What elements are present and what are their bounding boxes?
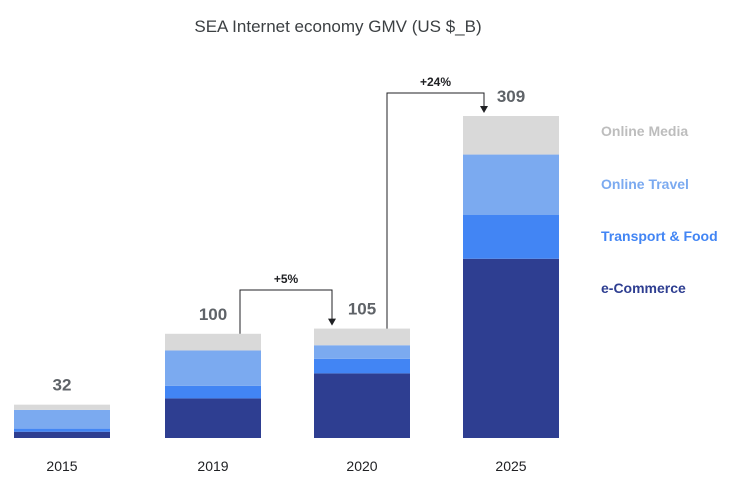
bar-2019-transport-food bbox=[165, 385, 261, 399]
legend-item-online-travel: Online Travel bbox=[601, 176, 689, 192]
bar-2025-online-media bbox=[463, 116, 559, 155]
bar-2020-online-travel bbox=[314, 345, 410, 359]
growth-label-2020-2025: +24% bbox=[420, 75, 451, 89]
x-tick-2025: 2025 bbox=[495, 458, 526, 474]
total-label-2025: 309 bbox=[497, 87, 525, 106]
legend-item-e-commerce: e-Commerce bbox=[601, 280, 686, 296]
growth-label-2019-2020: +5% bbox=[274, 272, 299, 286]
bar-2015-e-commerce bbox=[14, 431, 110, 438]
bar-2019-online-media bbox=[165, 333, 261, 351]
x-tick-2019: 2019 bbox=[197, 458, 228, 474]
x-tick-2015: 2015 bbox=[46, 458, 77, 474]
bar-2015-transport-food bbox=[14, 428, 110, 432]
legend: Online Media Online Travel Transport & Foo… bbox=[601, 123, 718, 296]
bar-2025-online-travel bbox=[463, 154, 559, 215]
growth-connector-2020-2025 bbox=[386, 92, 485, 329]
bar-2020-online-media bbox=[314, 328, 410, 346]
growth-arrowhead-2019-2020 bbox=[328, 318, 336, 326]
bars-group: 32 2015 100 2019 105 2020 309 2025 bbox=[14, 87, 559, 474]
bar-2020-e-commerce bbox=[314, 373, 410, 438]
growth-arrowhead-2020-2025 bbox=[480, 106, 488, 113]
bar-2015-online-travel bbox=[14, 409, 110, 429]
bar-2019-e-commerce bbox=[165, 398, 261, 438]
growth-connector-2019-2020 bbox=[239, 289, 333, 334]
total-label-2019: 100 bbox=[199, 305, 227, 324]
chart-title: SEA Internet economy GMV (US $_B) bbox=[194, 17, 481, 36]
x-tick-2020: 2020 bbox=[346, 458, 377, 474]
legend-item-transport-food: Transport & Food bbox=[601, 228, 718, 244]
bar-2020-transport-food bbox=[314, 358, 410, 374]
growth-annotations: +5% +24% bbox=[239, 75, 488, 334]
bar-2019-online-travel bbox=[165, 350, 261, 386]
total-label-2020: 105 bbox=[348, 300, 376, 319]
bar-2015-online-media bbox=[14, 404, 110, 410]
bar-2025-transport-food bbox=[463, 214, 559, 259]
bar-2025-e-commerce bbox=[463, 258, 559, 438]
legend-item-online-media: Online Media bbox=[601, 123, 688, 139]
total-label-2015: 32 bbox=[53, 376, 72, 395]
